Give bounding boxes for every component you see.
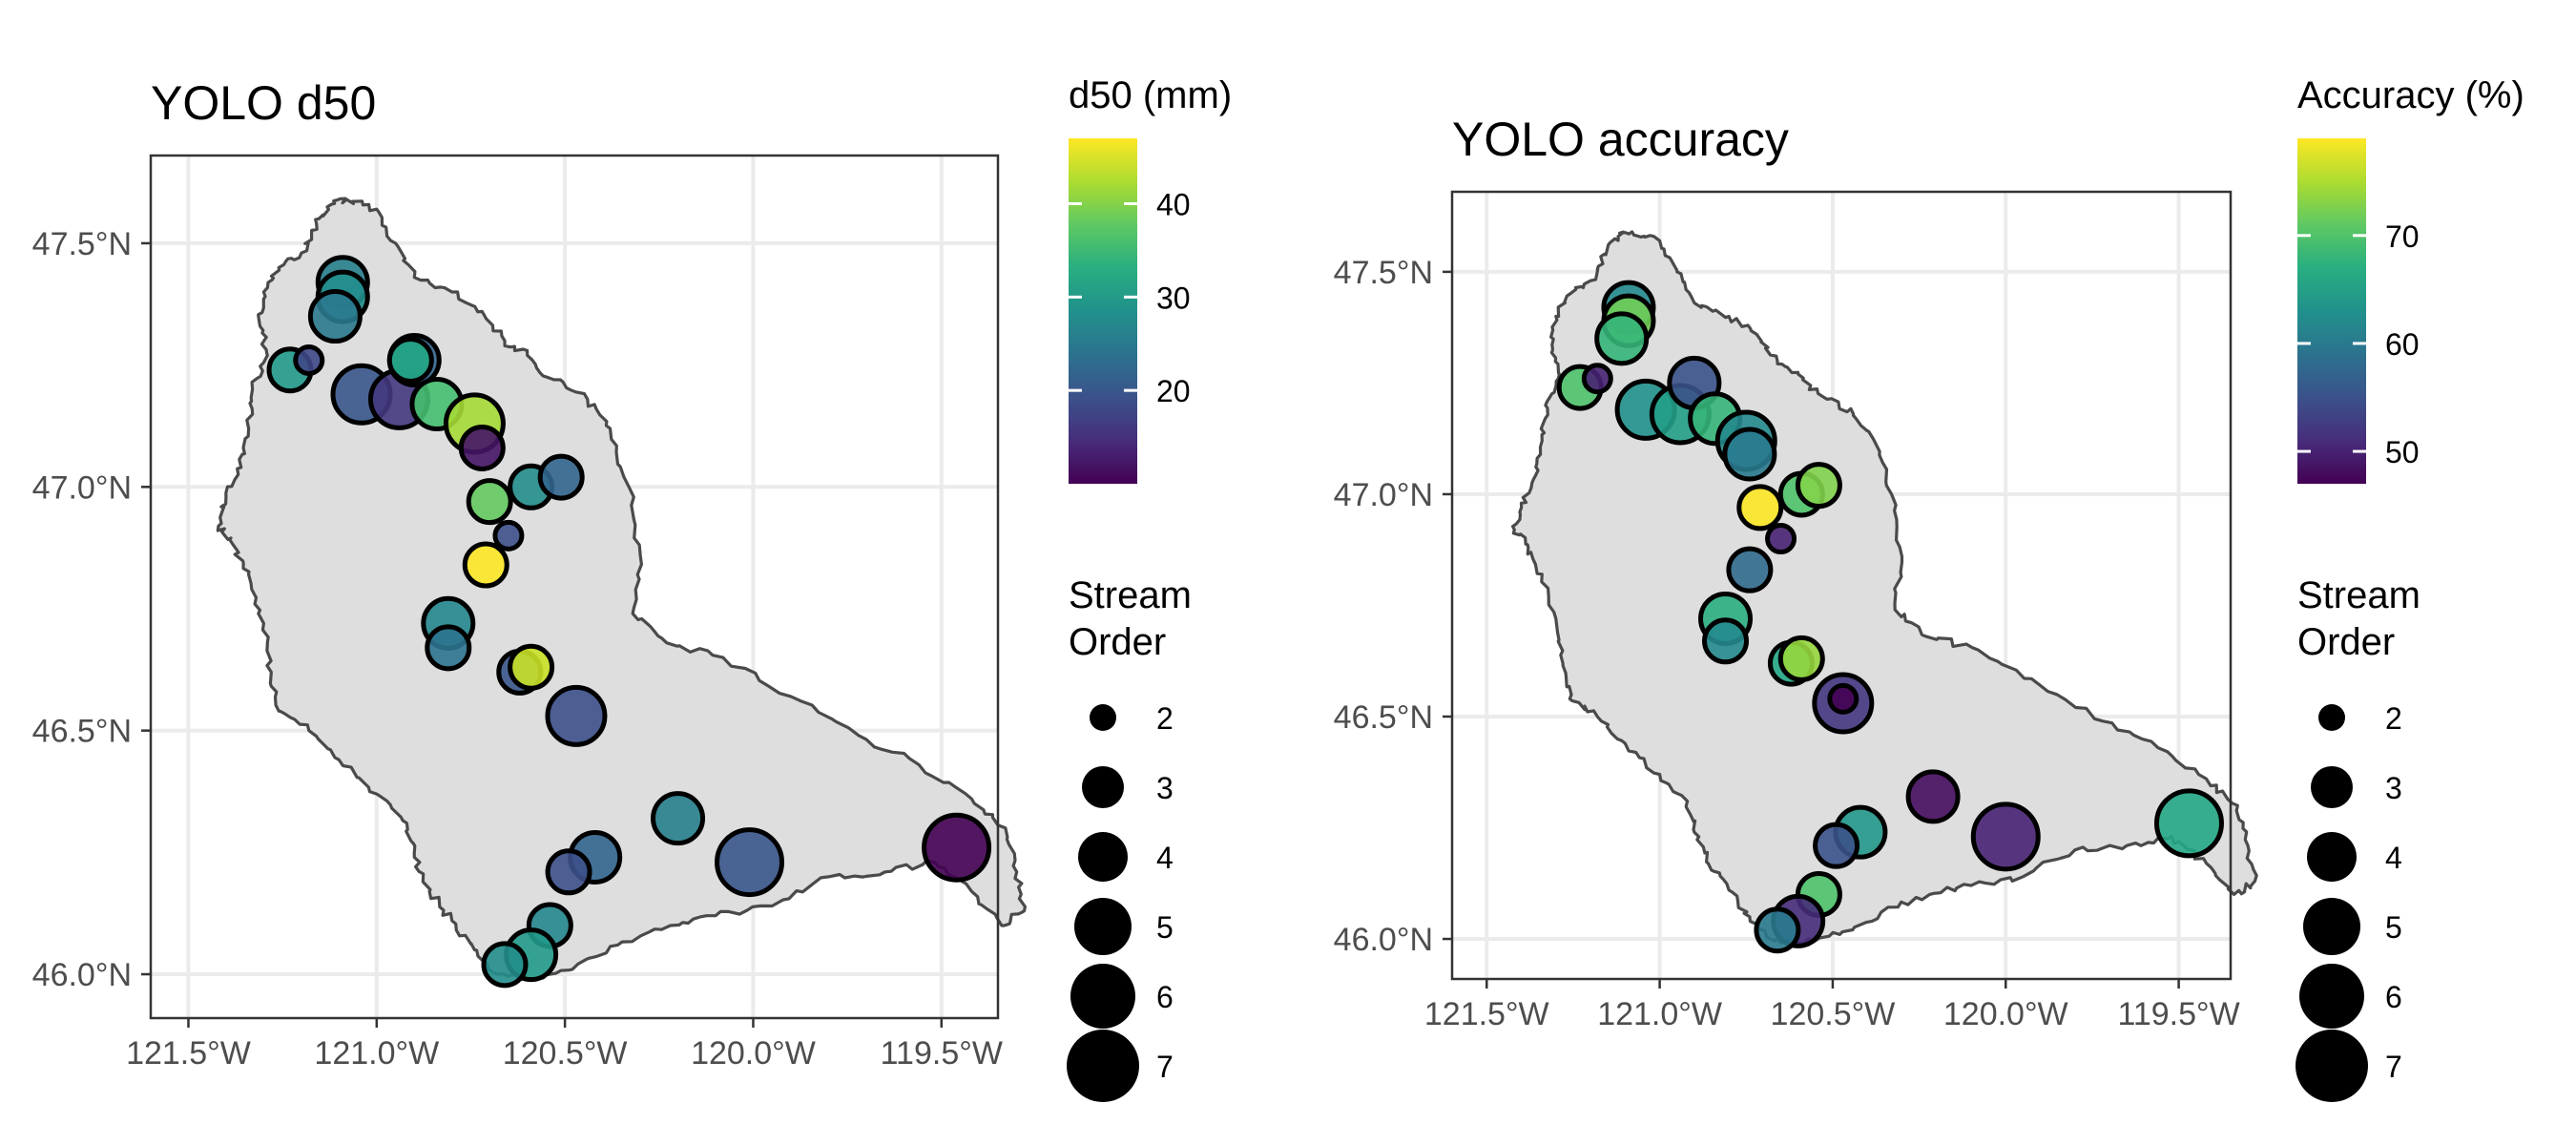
- site-point-12: [466, 478, 513, 526]
- size-legend-key: [2303, 898, 2360, 955]
- site-point-10: [1722, 427, 1777, 482]
- size-legend-label: 5: [2385, 910, 2402, 945]
- y-tick-label: 47.0°N: [32, 469, 132, 506]
- site-point-29: [1754, 906, 1801, 954]
- site-point-26: [922, 812, 992, 883]
- colorbar-tick-label: 30: [1156, 281, 1191, 315]
- x-tick-label: 121.0°W: [314, 1035, 439, 1072]
- site-point-21: [1827, 682, 1859, 715]
- size-legend-label: 4: [2385, 841, 2402, 875]
- site-point-26: [2153, 788, 2224, 859]
- d50-map-panel: YOLO d50 121.5°W 121.0°W 120.5°W 120.0°W 119…: [32, 76, 1027, 1072]
- size-legend-title-line2: Order: [2297, 621, 2395, 663]
- site-point-14: [1765, 523, 1797, 555]
- site-point-11: [458, 424, 506, 471]
- size-legend-key: [1074, 898, 1132, 955]
- site-point-16: [462, 541, 509, 589]
- colorbar-tick-label: 70: [2385, 219, 2420, 254]
- size-legend-key: [1067, 1030, 1139, 1102]
- d50-legend: d50 (mm) Stream Order 20 30 40 2 3 4 5 6 7: [1067, 74, 1232, 1102]
- size-legend-label: 3: [2385, 771, 2402, 805]
- site-point-15: [492, 519, 525, 552]
- size-legend-label: 7: [2385, 1050, 2402, 1084]
- site-point-15: [1726, 546, 1774, 593]
- panel-border: [1450, 190, 2233, 981]
- site-point-21: [545, 684, 608, 747]
- colorbar-tick-label: 50: [2385, 435, 2420, 469]
- site-point-24: [545, 848, 592, 896]
- site-point-19: [1777, 635, 1825, 682]
- size-legend-key: [2299, 964, 2364, 1029]
- colorbar: [2297, 138, 2366, 484]
- size-legend-key: [1078, 832, 1128, 882]
- size-legend-label: 3: [1156, 771, 1174, 805]
- chart-title: YOLO accuracy: [1452, 113, 1789, 166]
- site-point-14: [537, 453, 585, 501]
- color-legend-title: d50 (mm): [1069, 74, 1232, 116]
- site-point-22: [651, 791, 706, 846]
- size-legend-key: [2296, 1030, 2368, 1102]
- x-tick-label: 120.0°W: [1943, 996, 2068, 1032]
- size-legend-title-line1: Stream: [1069, 574, 1192, 616]
- x-tick-label: 121.5°W: [126, 1035, 251, 1072]
- color-legend-title: Accuracy (%): [2297, 74, 2524, 116]
- x-tick-label: 120.5°W: [1771, 996, 1896, 1032]
- site-point-25: [715, 827, 785, 898]
- y-tick-label: 46.5°N: [1334, 699, 1433, 736]
- y-tick-label: 46.0°N: [32, 957, 132, 993]
- site-point-20: [508, 643, 555, 691]
- x-tick-label: 119.5°W: [2117, 996, 2239, 1032]
- x-tick-label: 120.5°W: [503, 1035, 628, 1072]
- size-legend-key: [1070, 964, 1135, 1029]
- size-legend-label: 6: [1156, 980, 1174, 1014]
- size-legend-label: 2: [2385, 701, 2402, 736]
- size-legend-label: 7: [1156, 1050, 1174, 1084]
- site-point-2: [1594, 311, 1650, 366]
- colorbar-tick-label: 40: [1156, 187, 1191, 221]
- site-point-4: [293, 344, 325, 377]
- size-legend-label: 2: [1156, 701, 1174, 736]
- size-legend-label: 4: [1156, 841, 1174, 875]
- x-tick-label: 121.0°W: [1597, 996, 1722, 1032]
- size-legend-title-line2: Order: [1069, 621, 1166, 663]
- y-tick-label: 46.0°N: [1334, 922, 1433, 958]
- y-tick-label: 47.5°N: [32, 226, 132, 262]
- size-legend-title-line1: Stream: [2297, 574, 2420, 616]
- site-point-2: [307, 289, 363, 344]
- site-point-8: [386, 337, 434, 385]
- site-point-24: [1813, 822, 1860, 869]
- site-point-22: [1905, 769, 1961, 824]
- site-point-25: [1970, 802, 2041, 872]
- x-tick-label: 119.5°W: [881, 1035, 1003, 1072]
- accuracy-legend: Accuracy (%) Stream Order 50 60 70 2 3 4 5 6 7: [2296, 74, 2524, 1102]
- y-tick-label: 47.5°N: [1334, 255, 1433, 291]
- size-legend-key: [1082, 766, 1124, 808]
- size-legend-key: [1090, 704, 1116, 731]
- colorbar-tick-label: 20: [1156, 374, 1191, 408]
- size-legend-key: [2311, 766, 2353, 808]
- y-tick-label: 47.0°N: [1334, 477, 1433, 513]
- site-point-13: [1795, 462, 1842, 510]
- size-legend-label: 5: [1156, 910, 1174, 945]
- accuracy-map-panel: YOLO accuracy 121.5°W 121.0°W 120.5°W 120.0…: [1334, 113, 2258, 1032]
- site-point-17: [1702, 617, 1750, 665]
- colorbar-tick-label: 60: [2385, 327, 2420, 362]
- colorbar: [1069, 138, 1137, 484]
- x-tick-label: 121.5°W: [1424, 996, 1549, 1032]
- chart-title: YOLO d50: [151, 76, 376, 130]
- x-tick-label: 120.0°W: [691, 1035, 816, 1072]
- site-point-4: [1581, 363, 1613, 395]
- size-legend-label: 6: [2385, 980, 2402, 1014]
- site-point-29: [481, 941, 529, 989]
- panel-border: [149, 154, 1000, 1020]
- site-point-18: [425, 624, 472, 672]
- size-legend-key: [2318, 704, 2345, 731]
- y-tick-label: 46.5°N: [32, 714, 132, 750]
- size-legend-key: [2307, 832, 2357, 882]
- site-point-11: [1736, 484, 1784, 531]
